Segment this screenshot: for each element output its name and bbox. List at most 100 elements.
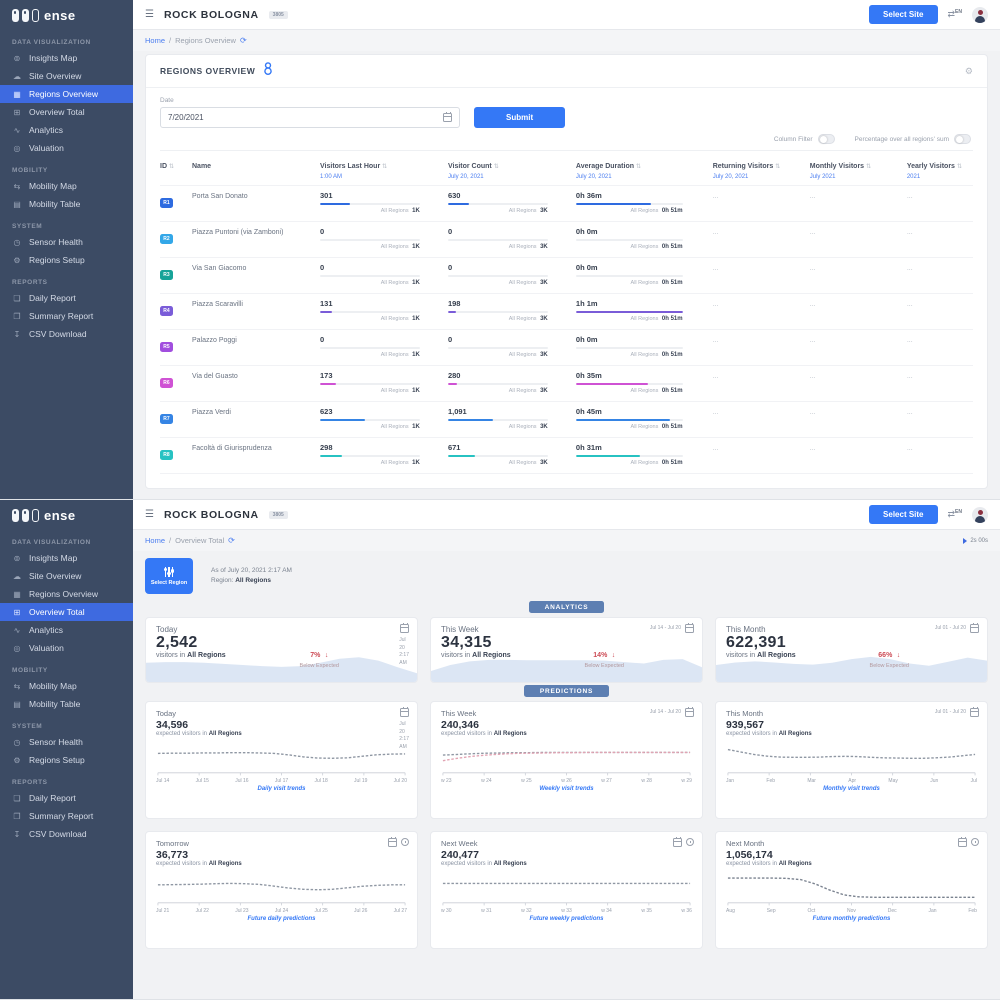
play-icon[interactable] — [963, 537, 968, 544]
sort-icon[interactable]: ⇅ — [866, 164, 872, 170]
language-selector[interactable]: ⇄EN — [947, 509, 963, 519]
x-tick-labels: w 23 w 24 w 25 w 26 w 27 w 28 w 29 — [441, 778, 692, 784]
region-name: Via del Guasto — [192, 373, 238, 380]
column-header-visitors-last-hour[interactable]: Visitors Last Hour ⇅ 1:00 AM — [320, 155, 448, 180]
calendar-icon — [970, 706, 979, 717]
predicted-count: 939,567 — [726, 719, 764, 731]
column-header-returning-visitors[interactable]: Returning Visitors ⇅ July 20, 2021 — [713, 155, 810, 180]
breadcrumb-home-link[interactable]: Home — [145, 36, 166, 45]
date-input[interactable]: 7/20/2021 — [160, 107, 460, 128]
column-filter-toggle[interactable]: Column Filter — [774, 134, 835, 144]
region-id-cell: R2 — [160, 227, 192, 245]
sidebar-item-analytics[interactable]: ∿ Analytics — [0, 121, 133, 139]
progress-bar — [447, 347, 548, 349]
sidebar-item-summary-report[interactable]: ❐ Summary Report — [0, 807, 133, 825]
x-tick-label: w 23 — [441, 778, 452, 784]
refresh-icon[interactable]: ⟳ — [228, 536, 235, 545]
sidebar-item-daily-report[interactable]: ❏ Daily Report — [0, 789, 133, 807]
sidebar-item-summary-report[interactable]: ❐ Summary Report — [0, 307, 133, 325]
sidebar-item-valuation[interactable]: ◎ Valuation — [0, 639, 133, 657]
user-avatar[interactable] — [972, 6, 988, 23]
sidebar-item-mobility-map[interactable]: ⇆ Mobility Map — [0, 177, 133, 195]
metric-value: 301 — [320, 191, 333, 200]
sidebar-item-daily-report[interactable]: ❏ Daily Report — [0, 289, 133, 307]
predicted-count: 36,773 — [156, 849, 189, 861]
x-tick-label: w 30 — [441, 908, 452, 914]
sort-icon[interactable]: ⇅ — [956, 164, 962, 170]
sidebar-item-insights-map[interactable]: ⊚ Insights Map — [0, 49, 133, 67]
region-name: Porta San Donato — [192, 193, 248, 200]
sidebar-item-site-overview[interactable]: ☁ Site Overview — [0, 67, 133, 85]
percentage-sum-toggle[interactable]: Percentage over all regions' sum — [855, 134, 971, 144]
empty-metric-cell: ... — [809, 229, 816, 236]
calendar-icon[interactable] — [443, 111, 452, 122]
column-header-yearly-visitors[interactable]: Yearly Visitors ⇅ 2021 — [907, 155, 973, 180]
sidebar-item-csv-download[interactable]: ↧ CSV Download — [0, 325, 133, 343]
hamburger-menu-icon[interactable]: ☰ — [145, 9, 154, 20]
breadcrumb: Home / Overview Total ⟳ 2s 00s — [133, 530, 1000, 551]
all-regions-footnote: All Regions 3K — [508, 460, 548, 466]
sidebar-item-mobility-map[interactable]: ⇆ Mobility Map — [0, 677, 133, 695]
user-avatar[interactable] — [972, 506, 988, 523]
submit-button[interactable]: Submit — [474, 107, 566, 128]
select-region-button[interactable]: Select Region — [145, 558, 193, 594]
regions-setup-icon: ⚙ — [13, 255, 21, 265]
region-name: Piazza Verdi — [192, 409, 231, 416]
sidebar-item-regions-setup[interactable]: ⚙ Regions Setup — [0, 251, 133, 269]
sidebar-item-sensor-health[interactable]: ◷ Sensor Health — [0, 233, 133, 251]
sidebar-item-regions-setup[interactable]: ⚙ Regions Setup — [0, 751, 133, 769]
language-selector[interactable]: ⇄EN — [947, 9, 963, 19]
sort-icon[interactable]: ⇅ — [382, 164, 388, 170]
sort-icon[interactable]: ⇅ — [493, 164, 499, 170]
chart-caption[interactable]: Weekly visit trends — [539, 786, 594, 792]
sidebar-item-mobility-table[interactable]: ▤ Mobility Table — [0, 195, 133, 213]
sidebar-item-overview-total[interactable]: ⊞ Overview Total — [0, 603, 133, 621]
sort-icon[interactable]: ⇅ — [169, 164, 175, 170]
empty-metric-cell: ... — [712, 265, 719, 272]
chart-caption[interactable]: Future daily predictions — [247, 916, 316, 922]
hamburger-menu-icon[interactable]: ☰ — [145, 509, 154, 520]
chart-caption[interactable]: Daily visit trends — [257, 786, 306, 792]
progress-bar-fill — [320, 419, 365, 421]
metric-value: 0h 36m — [575, 191, 602, 200]
sort-icon[interactable]: ⇅ — [775, 164, 781, 170]
x-tick-label: w 34 — [601, 908, 612, 914]
breadcrumb-home-link[interactable]: Home — [145, 536, 166, 545]
region-text: Region: All Regions — [211, 577, 271, 584]
regions-setup-icon: ⚙ — [13, 755, 21, 765]
sort-icon[interactable]: ⇅ — [636, 164, 642, 170]
sidebar-item-site-overview[interactable]: ☁ Site Overview — [0, 567, 133, 585]
sidebar-item-regions-overview[interactable]: ▦ Regions Overview — [0, 585, 133, 603]
metric-cell-visitors-last-hour: 0 All Regions 1K — [320, 335, 448, 358]
column-header-visitor-count[interactable]: Visitor Count ⇅ July 20, 2021 — [448, 155, 576, 180]
chart-caption[interactable]: Future weekly predictions — [529, 916, 604, 922]
sidebar-item-regions-overview[interactable]: ▦ Regions Overview — [0, 85, 133, 103]
sidebar-item-valuation[interactable]: ◎ Valuation — [0, 139, 133, 157]
column-header-monthly-visitors[interactable]: Monthly Visitors ⇅ July 2021 — [810, 155, 907, 180]
breadcrumb-current: Regions Overview — [175, 36, 236, 45]
sidebar-item-mobility-table[interactable]: ▤ Mobility Table — [0, 695, 133, 713]
sidebar-item-overview-total[interactable]: ⊞ Overview Total — [0, 103, 133, 121]
select-site-button[interactable]: Select Site — [869, 5, 938, 24]
select-site-button[interactable]: Select Site — [869, 505, 938, 524]
x-tick-label: Jul 16 — [235, 778, 249, 784]
settings-gear-icon[interactable]: ⚙ — [964, 65, 973, 76]
refresh-icon[interactable]: ⟳ — [239, 36, 247, 45]
refresh-timer[interactable]: 2s 00s — [963, 537, 988, 544]
column-header-id[interactable]: ID ⇅ — [160, 155, 192, 173]
sidebar-item-insights-map[interactable]: ⊚ Insights Map — [0, 549, 133, 567]
sidebar-item-label: Insights Map — [29, 53, 78, 63]
toggle-switch[interactable] — [954, 134, 971, 144]
chart-caption[interactable]: Future monthly predictions — [812, 916, 891, 922]
toggle-switch[interactable] — [817, 134, 835, 144]
arrow-down-icon: ↓ — [324, 652, 329, 659]
summary-report-icon: ❐ — [13, 811, 21, 821]
regions-overview-icon: ▦ — [13, 589, 21, 599]
empty-metric-cell: ... — [906, 337, 913, 344]
column-header-average-duration[interactable]: Average Duration ⇅ July 20, 2021 — [576, 155, 713, 180]
sidebar-item-csv-download[interactable]: ↧ CSV Download — [0, 825, 133, 843]
column-label: Yearly Visitors — [906, 163, 955, 170]
chart-caption[interactable]: Monthly visit trends — [823, 786, 880, 792]
sidebar-item-sensor-health[interactable]: ◷ Sensor Health — [0, 733, 133, 751]
sidebar-item-analytics[interactable]: ∿ Analytics — [0, 621, 133, 639]
